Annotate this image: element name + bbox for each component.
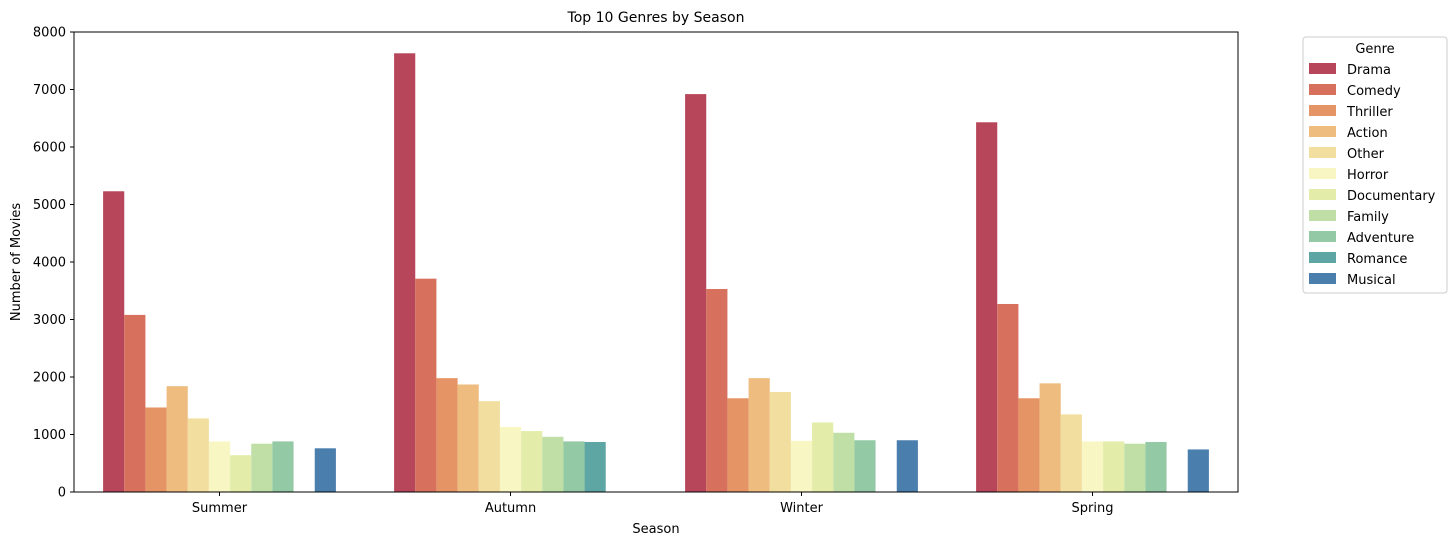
bar-comedy-winter [706, 289, 728, 492]
y-axis-label: Number of Movies [9, 203, 24, 321]
bar-family-winter [833, 432, 855, 492]
bar-horror-winter [790, 440, 813, 492]
y-tick-label: 0 [58, 486, 66, 501]
y-tick-label: 4000 [33, 256, 66, 271]
y-tick-label: 5000 [33, 198, 66, 213]
bar-documentary-autumn [521, 431, 543, 492]
legend-label-romance: Romance [1347, 252, 1407, 267]
x-tick-label: Spring [1072, 501, 1114, 516]
bar-horror-spring [1081, 441, 1104, 492]
y-tick-label: 1000 [33, 428, 66, 443]
legend-swatch-thriller [1309, 105, 1336, 116]
bar-other-summer [187, 418, 209, 492]
bar-action-autumn [457, 384, 479, 492]
bar-drama-spring [976, 122, 998, 492]
bar-comedy-spring [997, 303, 1019, 492]
legend-swatch-documentary [1309, 189, 1336, 200]
y-axis: 0 1000 2000 3000 4000 5000 6000 7000 8000 [33, 26, 74, 501]
legend-swatch-action [1309, 126, 1336, 137]
x-axis-label: Season [632, 522, 679, 537]
bar-adventure-winter [854, 440, 876, 492]
bar-action-winter [748, 378, 770, 492]
legend-label-comedy: Comedy [1347, 84, 1401, 99]
bar-drama-winter [685, 94, 707, 492]
bar-musical-spring [1187, 449, 1209, 492]
legend-items: Drama Comedy Thriller Action Other Horror Docu… [1309, 63, 1436, 288]
bar-romance-autumn [584, 441, 606, 492]
y-tick-label: 3000 [33, 313, 66, 328]
legend-swatch-comedy [1309, 84, 1336, 95]
bar-drama-autumn [394, 53, 416, 492]
bar-adventure-spring [1145, 441, 1167, 492]
bar-comedy-autumn [415, 278, 437, 492]
bar-other-winter [769, 391, 791, 492]
legend-box [1302, 36, 1448, 294]
legend-label-action: Action [1347, 126, 1388, 141]
legend-swatch-musical [1309, 273, 1336, 284]
bar-documentary-spring [1103, 441, 1125, 492]
bar-adventure-autumn [563, 441, 585, 492]
chart-title: Top 10 Genres by Season [567, 10, 745, 26]
y-tick-label: 8000 [33, 26, 66, 41]
legend-title: Genre [1355, 42, 1394, 57]
bar-adventure-summer [272, 441, 294, 492]
y-tick-label: 2000 [33, 371, 66, 386]
legend-swatch-romance [1309, 252, 1336, 263]
y-tick-label: 6000 [33, 141, 66, 156]
legend-swatch-horror [1309, 168, 1336, 179]
x-tick-label: Summer [192, 501, 248, 516]
x-tick-label: Autumn [485, 501, 536, 516]
legend-swatch-family [1309, 210, 1336, 221]
legend-label-adventure: Adventure [1347, 231, 1414, 246]
plot-area [103, 53, 1209, 493]
legend-label-drama: Drama [1347, 63, 1391, 78]
legend-label-musical: Musical [1347, 273, 1396, 288]
legend-swatch-other [1309, 147, 1336, 158]
bar-family-summer [251, 443, 273, 492]
bar-musical-winter [896, 440, 918, 492]
bar-thriller-spring [1018, 398, 1040, 492]
legend-label-horror: Horror [1347, 168, 1389, 183]
bar-musical-summer [314, 448, 336, 492]
bar-other-spring [1060, 414, 1082, 493]
x-axis: Summer Autumn Winter Spring [192, 492, 1114, 516]
legend: Genre Drama Comedy Thriller Action Other Horr… [1302, 36, 1448, 294]
bar-documentary-winter [812, 422, 834, 492]
bar-thriller-autumn [436, 378, 458, 492]
bar-thriller-winter [727, 398, 749, 492]
bar-thriller-summer [145, 407, 167, 492]
legend-label-other: Other [1347, 147, 1385, 162]
bar-horror-summer [208, 441, 231, 492]
legend-label-documentary: Documentary [1347, 189, 1436, 204]
bar-comedy-summer [124, 314, 146, 492]
bar-other-autumn [478, 401, 500, 492]
legend-swatch-adventure [1309, 231, 1336, 242]
y-tick-label: 7000 [33, 83, 66, 98]
bar-drama-summer [103, 191, 125, 492]
legend-label-thriller: Thriller [1346, 105, 1393, 120]
x-tick-label: Winter [780, 501, 824, 516]
legend-swatch-drama [1309, 63, 1336, 74]
bar-documentary-summer [230, 455, 252, 492]
bar-action-spring [1039, 383, 1061, 492]
bar-family-spring [1124, 443, 1146, 492]
bar-family-autumn [542, 436, 564, 492]
bar-action-summer [166, 386, 188, 492]
bar-horror-autumn [499, 427, 522, 492]
legend-label-family: Family [1347, 210, 1389, 225]
